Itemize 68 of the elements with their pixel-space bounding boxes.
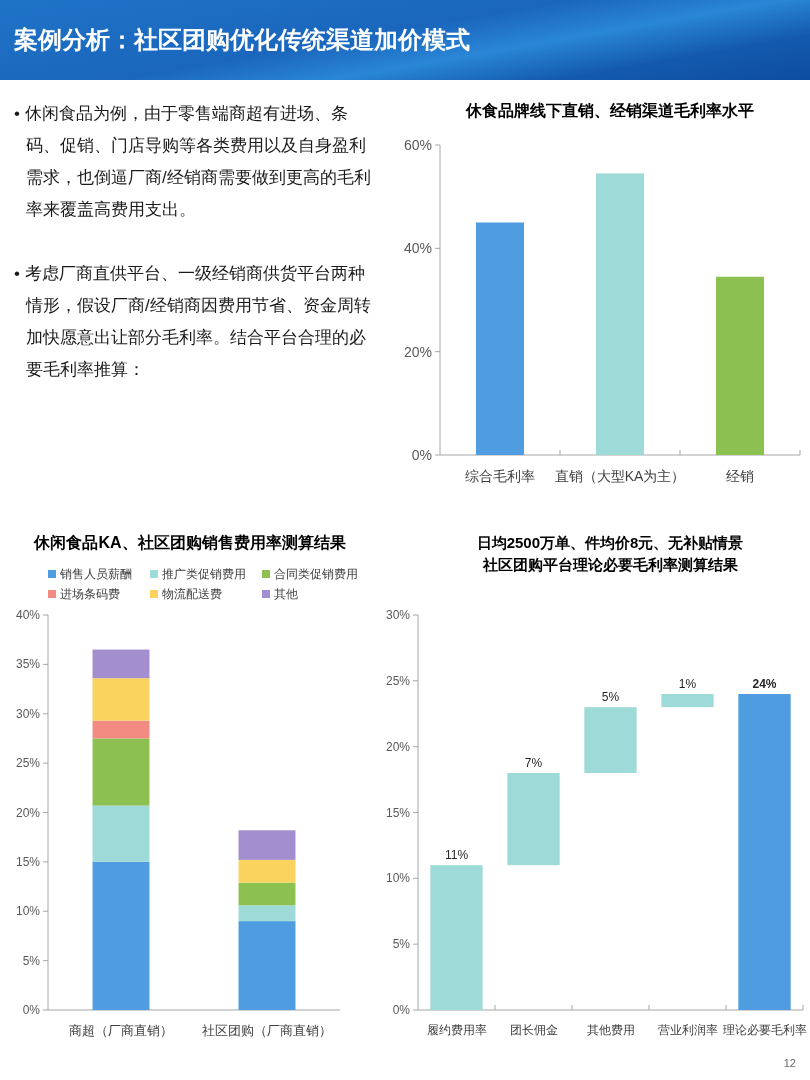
bar xyxy=(238,830,296,860)
y-tick-label: 25% xyxy=(385,673,411,688)
bar xyxy=(238,859,296,883)
bar xyxy=(430,865,483,1010)
y-tick-label: 0% xyxy=(392,1003,411,1017)
y-tick-label: 40% xyxy=(403,240,432,257)
y-tick-label: 20% xyxy=(403,343,432,360)
legend-label: 其他 xyxy=(274,587,298,601)
bar xyxy=(738,694,791,1010)
data-label: 1% xyxy=(678,677,697,691)
bar xyxy=(92,805,150,862)
y-tick-label: 25% xyxy=(15,756,41,771)
text: 案例分析：社区团购优化传统渠道加价模式 xyxy=(14,25,470,56)
legend-label: 推广类促销费用 xyxy=(162,567,246,581)
x-tick-label: 社区团购（厂商直销） xyxy=(202,1022,332,1038)
legend-label: 销售人员薪酬 xyxy=(59,567,132,581)
bar xyxy=(92,649,150,679)
x-tick-label: 理论必要毛利率 xyxy=(722,1023,807,1037)
x-tick-label: 其他费用 xyxy=(586,1023,635,1037)
data-label: 7% xyxy=(524,756,543,770)
x-tick-label: 履约费用率 xyxy=(426,1023,487,1037)
bar xyxy=(92,861,150,1010)
x-tick-label: 直销（大型KA为主） xyxy=(554,468,686,484)
x-tick-label: 综合毛利率 xyxy=(465,468,535,484)
bar xyxy=(476,222,524,455)
bar xyxy=(596,173,644,455)
bar xyxy=(92,738,150,806)
legend-label: 合同类促销费用 xyxy=(274,567,358,581)
data-label: 11% xyxy=(444,848,469,863)
bar xyxy=(507,773,560,866)
y-tick-label: 15% xyxy=(385,805,411,820)
y-tick-label: 60% xyxy=(403,137,432,153)
y-tick-label: 35% xyxy=(15,657,41,672)
y-tick-label: 30% xyxy=(385,608,411,622)
y-tick-label: 10% xyxy=(385,871,411,886)
bar xyxy=(238,882,296,906)
y-tick-label: 20% xyxy=(385,739,411,754)
y-tick-label: 15% xyxy=(15,854,41,869)
data-label: 24% xyxy=(752,677,777,691)
bar xyxy=(92,678,150,721)
chart-title: 休闲食品KA、社区团购销售费用率测算结果 xyxy=(33,532,347,551)
bar xyxy=(584,707,637,773)
legend-label: 物流配送费 xyxy=(162,587,222,601)
y-tick-label: 10% xyxy=(15,904,41,919)
bar xyxy=(238,921,296,1010)
chart-subtitle: 社区团购平台理论必要毛利率测算结果 xyxy=(481,555,739,573)
y-tick-label: 0% xyxy=(22,1003,41,1017)
bar xyxy=(238,905,296,922)
bar xyxy=(92,720,150,739)
text: • 休闲食品为例，由于零售端商超有进场、条码、促销、门店导购等各类费用以及自身盈利需求，也倒逼厂商/经销商需要做到更高的毛利率来覆盖高费用支出。 xyxy=(14,103,372,221)
text: 12 xyxy=(783,1056,796,1072)
chart-title: 日均2500万单、件均价8元、无补贴情景 xyxy=(476,533,744,551)
chart-title: 休食品牌线下直销、经销渠道毛利率水平 xyxy=(465,100,754,119)
y-tick-label: 0% xyxy=(411,447,432,463)
y-tick-label: 30% xyxy=(15,706,41,721)
y-tick-label: 5% xyxy=(22,953,41,968)
y-tick-label: 20% xyxy=(15,805,41,820)
bar xyxy=(661,694,714,708)
x-tick-label: 营业利润率 xyxy=(657,1023,718,1037)
x-tick-label: 团长佣金 xyxy=(509,1023,558,1037)
data-label: 5% xyxy=(601,690,620,705)
y-tick-label: 40% xyxy=(15,608,41,622)
y-tick-label: 5% xyxy=(392,937,411,952)
x-tick-label: 商超（厂商直销） xyxy=(69,1022,173,1038)
x-tick-label: 经销 xyxy=(726,468,754,484)
legend-label: 进场条码费 xyxy=(60,587,120,601)
bar xyxy=(716,276,764,455)
text: • 考虑厂商直供平台、一级经销商供货平台两种情形，假设厂商/经销商因费用节省、资金周转加快愿意出让部分毛利率。结合平台合理的必要毛利率推算： xyxy=(14,263,372,381)
